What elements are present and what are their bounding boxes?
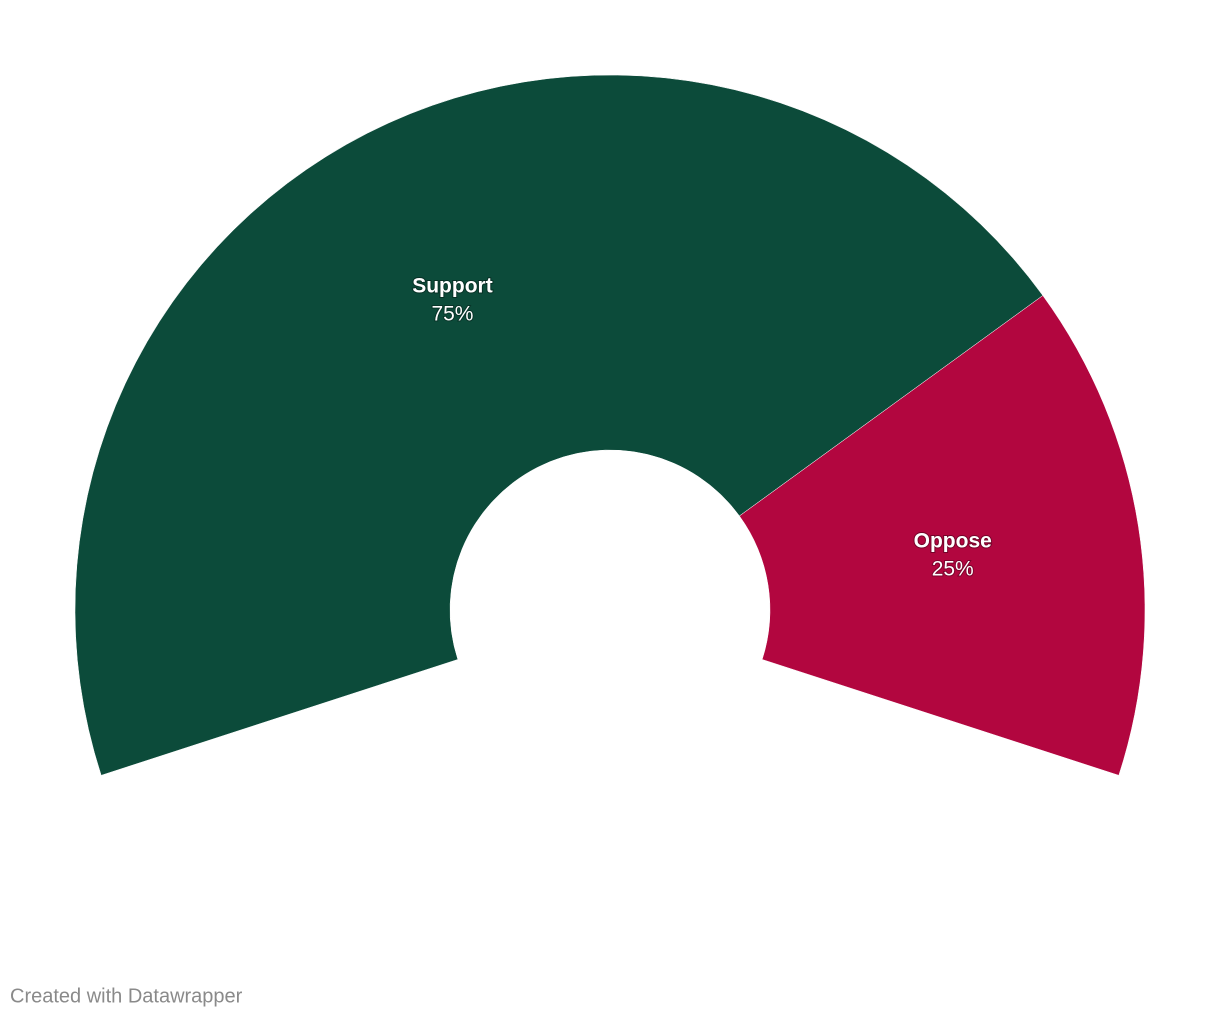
slice-label: Oppose	[914, 529, 992, 552]
slice	[739, 295, 1146, 776]
value-label: 75%	[431, 302, 473, 325]
credit: Created with Datawrapper	[10, 985, 243, 1007]
value-label: 25%	[932, 557, 974, 580]
plot-area: Support 75% Oppose 25%	[74, 74, 1146, 776]
slice-label: Support	[412, 274, 492, 297]
slice	[74, 74, 1044, 776]
